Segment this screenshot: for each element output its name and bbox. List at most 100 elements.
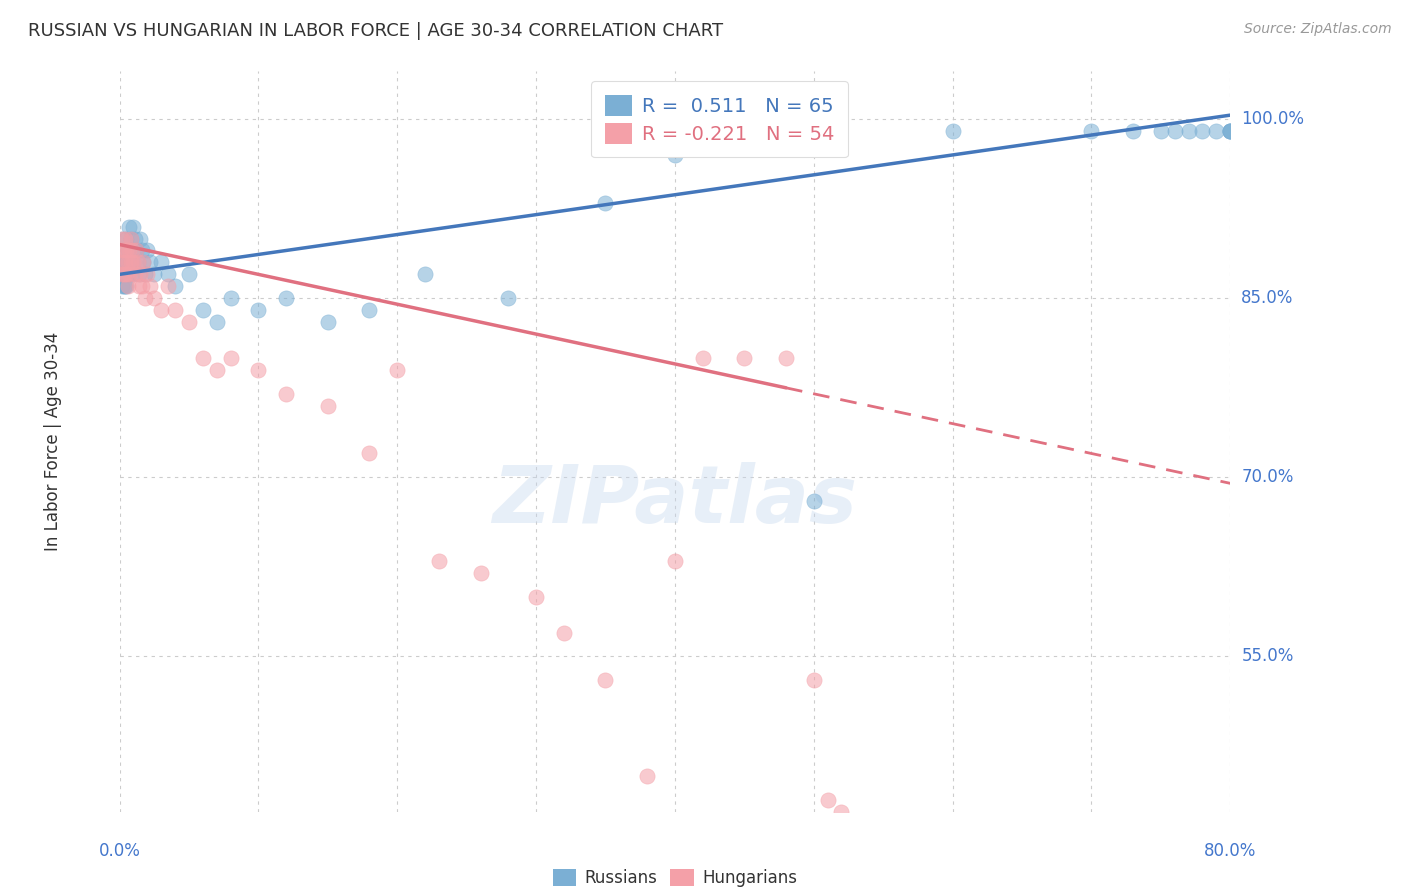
Point bbox=[1219, 124, 1241, 138]
Point bbox=[115, 279, 138, 293]
Point bbox=[143, 268, 166, 282]
Point bbox=[247, 363, 270, 377]
Point bbox=[120, 231, 142, 245]
Point bbox=[131, 279, 153, 293]
Text: In Labor Force | Age 30-34: In Labor Force | Age 30-34 bbox=[44, 332, 62, 551]
Point bbox=[128, 268, 150, 282]
Point bbox=[205, 315, 228, 329]
Text: ZIPatlas: ZIPatlas bbox=[492, 462, 858, 540]
Point bbox=[112, 268, 135, 282]
Point bbox=[124, 231, 146, 245]
Point bbox=[121, 268, 143, 282]
Point bbox=[132, 255, 155, 269]
Point bbox=[524, 590, 547, 604]
Point bbox=[122, 255, 145, 269]
Point bbox=[803, 673, 825, 688]
Point bbox=[114, 231, 136, 245]
Point bbox=[118, 268, 141, 282]
Point bbox=[359, 303, 381, 318]
Point bbox=[134, 291, 156, 305]
Point bbox=[1205, 124, 1227, 138]
Point bbox=[157, 268, 180, 282]
Point bbox=[163, 303, 186, 318]
Point bbox=[733, 351, 755, 365]
Point bbox=[112, 279, 135, 293]
Point bbox=[150, 303, 173, 318]
Point bbox=[131, 244, 153, 258]
Point bbox=[1150, 124, 1173, 138]
Point bbox=[112, 244, 135, 258]
Point bbox=[316, 315, 339, 329]
Point bbox=[1164, 124, 1187, 138]
Point bbox=[359, 446, 381, 460]
Point bbox=[121, 244, 143, 258]
Point bbox=[120, 255, 142, 269]
Point bbox=[177, 315, 200, 329]
Point bbox=[118, 268, 141, 282]
Point bbox=[114, 255, 136, 269]
Point bbox=[129, 231, 152, 245]
Point bbox=[120, 231, 142, 245]
Text: 55.0%: 55.0% bbox=[1241, 648, 1294, 665]
Point bbox=[125, 244, 148, 258]
Point bbox=[127, 255, 149, 269]
Point bbox=[110, 244, 132, 258]
Point bbox=[177, 268, 200, 282]
Point bbox=[219, 291, 242, 305]
Point bbox=[122, 219, 145, 234]
Point bbox=[143, 291, 166, 305]
Point bbox=[1191, 124, 1213, 138]
Point bbox=[636, 769, 658, 783]
Point bbox=[664, 554, 686, 568]
Point bbox=[129, 268, 152, 282]
Point bbox=[427, 554, 450, 568]
Point bbox=[110, 255, 132, 269]
Point bbox=[117, 268, 139, 282]
Point bbox=[136, 268, 159, 282]
Point bbox=[163, 279, 186, 293]
Point bbox=[128, 279, 150, 293]
Point bbox=[111, 255, 134, 269]
Point bbox=[803, 494, 825, 508]
Point bbox=[111, 255, 134, 269]
Point bbox=[120, 255, 142, 269]
Point bbox=[127, 255, 149, 269]
Point bbox=[136, 244, 159, 258]
Point bbox=[316, 399, 339, 413]
Point bbox=[553, 625, 575, 640]
Point bbox=[118, 244, 141, 258]
Text: RUSSIAN VS HUNGARIAN IN LABOR FORCE | AGE 30-34 CORRELATION CHART: RUSSIAN VS HUNGARIAN IN LABOR FORCE | AG… bbox=[28, 22, 723, 40]
Point bbox=[118, 219, 141, 234]
Text: 85.0%: 85.0% bbox=[1241, 289, 1294, 307]
Point bbox=[247, 303, 270, 318]
Point bbox=[191, 303, 214, 318]
Point bbox=[117, 279, 139, 293]
Point bbox=[664, 148, 686, 162]
Point bbox=[1219, 124, 1241, 138]
Point bbox=[157, 279, 180, 293]
Point bbox=[132, 255, 155, 269]
Text: Source: ZipAtlas.com: Source: ZipAtlas.com bbox=[1244, 22, 1392, 37]
Point bbox=[1080, 124, 1102, 138]
Point bbox=[115, 231, 138, 245]
Point bbox=[114, 268, 136, 282]
Point bbox=[110, 268, 132, 282]
Text: 0.0%: 0.0% bbox=[98, 842, 141, 860]
Point bbox=[115, 268, 138, 282]
Point bbox=[139, 255, 162, 269]
Text: 70.0%: 70.0% bbox=[1241, 468, 1294, 486]
Point bbox=[1219, 124, 1241, 138]
Point bbox=[115, 244, 138, 258]
Point bbox=[219, 351, 242, 365]
Point bbox=[111, 279, 134, 293]
Point bbox=[205, 363, 228, 377]
Point bbox=[817, 793, 839, 807]
Point bbox=[139, 279, 162, 293]
Point bbox=[110, 268, 132, 282]
Point bbox=[124, 268, 146, 282]
Point bbox=[942, 124, 965, 138]
Legend: Russians, Hungarians: Russians, Hungarians bbox=[544, 861, 806, 892]
Point bbox=[191, 351, 214, 365]
Point bbox=[118, 244, 141, 258]
Point bbox=[692, 351, 714, 365]
